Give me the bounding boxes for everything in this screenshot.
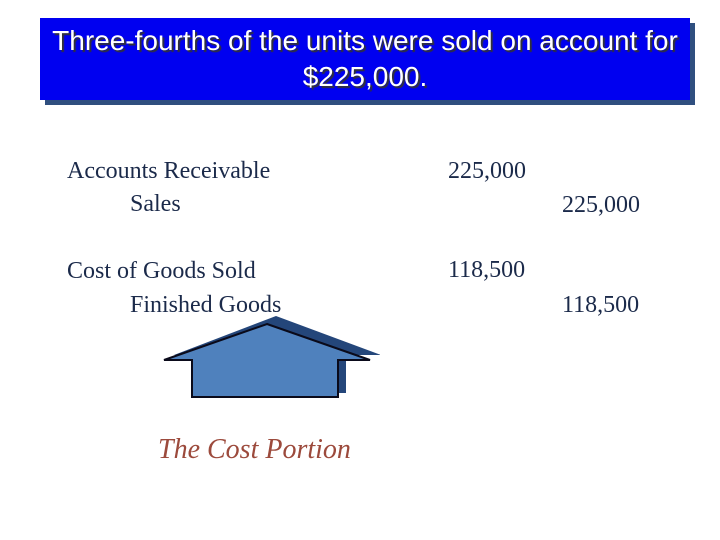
slide-title-text: Three-fourths of the units were sold on …: [52, 25, 678, 92]
debit-amount: 118,500: [448, 257, 526, 283]
slide-title: Three-fourths of the units were sold on …: [40, 18, 690, 100]
credit-amount: 118,500: [562, 292, 640, 318]
caption: The Cost Portion: [158, 434, 351, 465]
credit-amount: 225,000: [562, 192, 640, 218]
credit-account: Sales: [130, 191, 181, 217]
house-icon: [163, 316, 380, 398]
debit-amount: 225,000: [448, 158, 526, 184]
debit-account: Cost of Goods Sold: [67, 258, 256, 284]
credit-account: Finished Goods: [130, 292, 282, 318]
debit-account: Accounts Receivable: [67, 158, 271, 184]
